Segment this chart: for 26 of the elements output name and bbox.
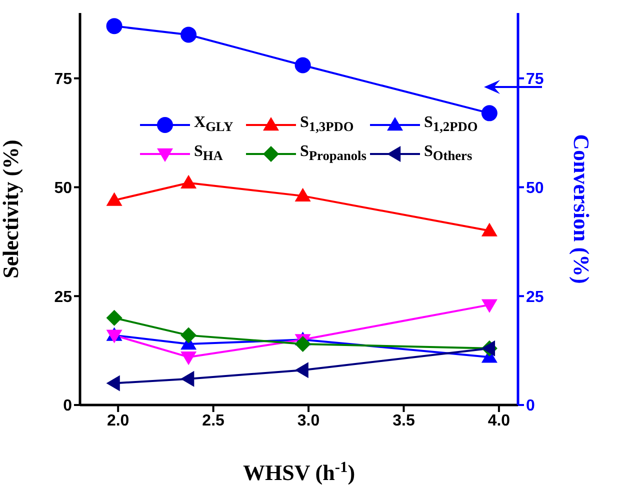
x-tick-label: 2.5 <box>202 412 225 430</box>
y-axis-title: Selectivity (%) <box>0 140 23 278</box>
y-tick-label: 0 <box>63 398 72 415</box>
legend-label: S$_{Propanols}$ <box>300 143 366 164</box>
y-tick-label: 25 <box>54 288 72 306</box>
point <box>180 26 197 43</box>
point <box>481 105 498 122</box>
y2-tick-label: 0 <box>526 398 535 415</box>
x-tick-label: 2.0 <box>106 412 130 430</box>
x-axis-title: WHSV (h$^{-1}$) <box>242 458 356 485</box>
x-tick-label: 3.5 <box>392 412 415 430</box>
point <box>106 18 122 34</box>
y2-tick-label: 50 <box>526 180 544 197</box>
legend-label: S$_{Others}$ <box>424 143 472 164</box>
legend-label: S$_{1,3PDO}$ <box>300 114 354 136</box>
x-tick-label: 3.0 <box>297 412 320 430</box>
y-tick-label: 75 <box>54 71 72 88</box>
legend-label: S$_{1,2PDO}$ <box>424 114 478 136</box>
point <box>294 57 311 74</box>
x-tick-label: 4.0 <box>488 412 510 430</box>
y-tick-label: 50 <box>54 180 72 197</box>
y2-tick-label: 25 <box>526 288 544 306</box>
y2-tick-label: 75 <box>526 71 544 88</box>
legend-label: X$_{GLY}$ <box>194 114 234 136</box>
y2-axis-title: Conversion (%) <box>569 134 594 284</box>
legend-label: S$_{HA}$ <box>194 143 223 164</box>
